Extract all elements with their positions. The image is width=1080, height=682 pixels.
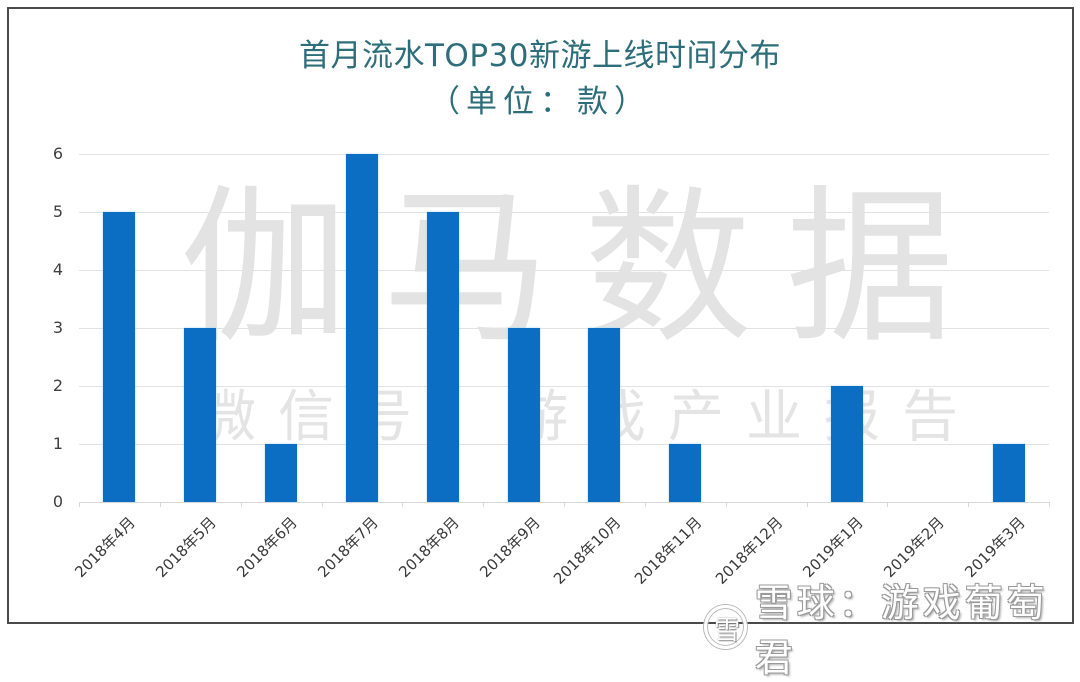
x-tick-mark: [483, 502, 485, 507]
x-tick-mark: [806, 502, 808, 507]
gridline: [79, 212, 1049, 213]
chart-subtitle: （单位：款）: [429, 84, 651, 120]
gridline: [79, 328, 1049, 329]
y-tick-label: 0: [52, 492, 64, 511]
y-tick-label: 2: [52, 376, 64, 395]
plot-area: [79, 154, 1049, 502]
xueqiu-watermark-text: 雪球：游戏葡萄君: [754, 581, 1049, 680]
bar: [830, 386, 863, 502]
gridline: [79, 154, 1049, 155]
bar: [992, 444, 1025, 502]
x-tick-mark: [79, 502, 80, 507]
bar: [184, 328, 217, 502]
x-tick-mark: [887, 502, 889, 507]
x-tick-mark: [564, 502, 565, 507]
y-tick-label: 1: [52, 434, 64, 453]
gridline: [79, 444, 1049, 445]
xueqiu-logo-icon: 雪: [704, 605, 747, 649]
gridline: [79, 270, 1049, 271]
bar: [265, 444, 298, 502]
x-tick-mark: [321, 502, 323, 507]
y-tick-label: 6: [52, 144, 64, 163]
bar: [669, 444, 702, 502]
gridline: [79, 386, 1049, 387]
x-tick-mark: [644, 502, 646, 507]
bar: [345, 154, 378, 502]
x-tick-mark: [725, 502, 727, 507]
y-tick-label: 3: [52, 318, 64, 337]
bar: [507, 328, 540, 502]
bar: [588, 328, 621, 502]
bar: [426, 212, 459, 502]
xueqiu-watermark: 雪 雪球：游戏葡萄君: [704, 572, 1080, 682]
x-tick-mark: [159, 502, 161, 507]
x-tick-mark: [968, 502, 970, 507]
x-tick-mark: [402, 502, 404, 507]
y-tick-label: 4: [52, 260, 64, 279]
chart-title: 首月流水TOP30新游上线时间分布: [299, 38, 781, 74]
bar: [103, 212, 136, 502]
x-tick-mark: [1049, 502, 1050, 507]
y-tick-label: 5: [52, 202, 64, 221]
x-tick-mark: [240, 502, 242, 507]
chart-frame: [7, 7, 1074, 624]
